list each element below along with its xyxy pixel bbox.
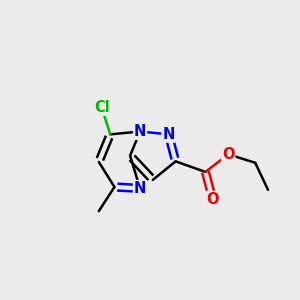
Text: N: N [162,127,175,142]
Text: N: N [134,124,146,139]
Text: O: O [206,192,219,207]
Text: N: N [134,181,146,196]
Text: O: O [222,147,235,162]
Text: Cl: Cl [94,100,110,115]
